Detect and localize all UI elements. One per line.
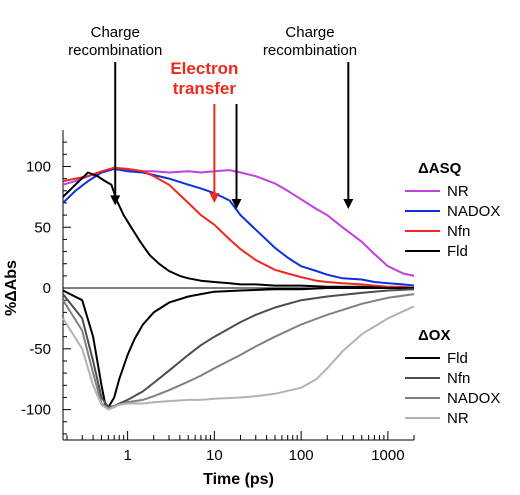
legend-label: Fld <box>447 243 468 260</box>
series-line-asq-nadox <box>62 167 415 287</box>
legends: ΔASQ NR NADOX Nfn Fld ΔOX Fld Nfn NADOX NR <box>405 160 500 427</box>
arrow-charge-recombination-right-head <box>343 199 354 210</box>
series-line-ox-nr <box>62 305 415 411</box>
y-tick-label: -50 <box>29 341 51 358</box>
series-line-ox-fld <box>62 287 414 409</box>
x-axis-title: Time (ps) <box>203 471 274 488</box>
legend-label: NADOX <box>447 203 500 220</box>
legend-label: NR <box>447 410 469 427</box>
x-tick-label: 1000 <box>371 447 404 464</box>
legend-title-ox: ΔOX <box>418 327 450 344</box>
series-line-asq-fld <box>62 171 414 289</box>
annotation-charge-recombination-left: Charge <box>91 24 140 41</box>
annotation-electron-transfer: transfer <box>173 79 237 98</box>
x-tick-label: 10 <box>206 447 223 464</box>
axis-ticks: 1 10 100 1000 100 50 0 -50 -100 <box>21 141 415 464</box>
y-tick-label: 0 <box>43 280 51 297</box>
arrow-electron-transfer-head <box>209 192 220 203</box>
legend-label: Fld <box>447 350 468 367</box>
y-tick-label: -100 <box>21 402 51 419</box>
annotation-charge-recombination-right: Charge <box>285 24 334 41</box>
series-lines <box>62 166 415 411</box>
series-line-asq-nfn <box>62 166 415 289</box>
series-line-ox-nfn <box>62 288 415 409</box>
annotation-charge-recombination-left: recombination <box>68 42 162 59</box>
arrow-charge-recombination-left-head <box>110 195 121 206</box>
annotations: ChargerecombinationElectrontransferCharg… <box>68 24 357 210</box>
x-tick-label: 100 <box>289 447 314 464</box>
y-tick-label: 50 <box>34 219 51 236</box>
arrow-charge-recombination-mid-head <box>231 199 242 210</box>
x-tick-label: 1 <box>123 447 131 464</box>
y-tick-label: 100 <box>26 158 51 175</box>
y-axis-title: %ΔAbs <box>3 260 20 316</box>
legend-label: Nfn <box>447 223 470 240</box>
annotation-charge-recombination-right: recombination <box>263 42 357 59</box>
legend-label: NADOX <box>447 390 500 407</box>
legend-label: NR <box>447 183 469 200</box>
annotation-electron-transfer: Electron <box>170 59 238 78</box>
legend-title-asq: ΔASQ <box>418 160 462 177</box>
legend-label: Nfn <box>447 370 470 387</box>
